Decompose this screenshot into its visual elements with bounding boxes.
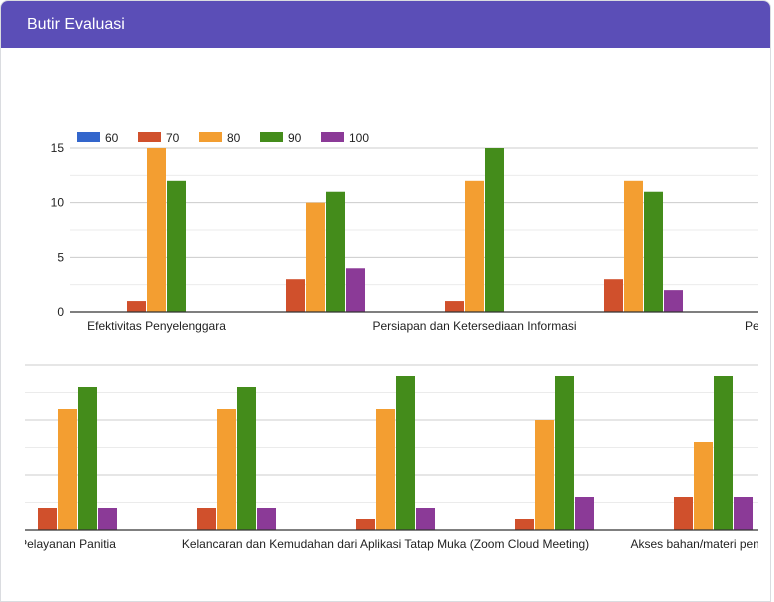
bar-100	[98, 508, 117, 530]
bar-90	[326, 191, 345, 312]
legend-swatch	[199, 132, 222, 142]
bar-80	[624, 180, 643, 312]
legend-label: 80	[227, 131, 241, 145]
bar-100	[664, 290, 683, 312]
bar-100	[257, 508, 276, 530]
bar-80	[376, 409, 395, 530]
bar-100	[575, 497, 594, 530]
bar-100	[416, 508, 435, 530]
bar-90	[167, 180, 186, 312]
legend-swatch	[260, 132, 283, 142]
category-label: Kelancaran dan Kemudahan dari Aplikasi T…	[182, 537, 589, 551]
bar-90	[237, 387, 256, 530]
legend-swatch	[77, 132, 100, 142]
bar-80	[465, 180, 484, 312]
y-tick-label: 0	[57, 305, 64, 319]
chart-1: 0 5 10 15	[51, 141, 758, 319]
bar-70	[197, 508, 216, 530]
bar-100	[734, 497, 753, 530]
bar-90	[396, 376, 415, 530]
bar-70	[515, 519, 534, 530]
category-label: Pelayanan Panitia	[19, 537, 116, 551]
category-label: Pe	[745, 319, 760, 333]
bar-80	[147, 148, 166, 312]
y-tick-label: 5	[57, 250, 64, 264]
legend-label: 60	[105, 131, 119, 145]
bar-80	[58, 409, 77, 530]
bar-70	[445, 301, 464, 312]
card-title: Butir Evaluasi	[27, 16, 125, 33]
legend-label: 70	[166, 131, 180, 145]
category-label: Akses bahan/materi pembe	[630, 537, 774, 551]
bar-70	[604, 279, 623, 312]
bar-70	[127, 301, 146, 312]
card-header: Butir Evaluasi	[1, 1, 770, 48]
bar-90	[555, 376, 574, 530]
category-label: Persiapan dan Ketersediaan Informasi	[372, 319, 576, 333]
bar-90	[485, 148, 504, 312]
bar-70	[286, 279, 305, 312]
bar-70	[674, 497, 693, 530]
bar-100	[346, 268, 365, 312]
category-label: Efektivitas Penyelenggara	[87, 319, 226, 333]
bar-80	[306, 202, 325, 312]
bar-90	[78, 387, 97, 530]
chart-2	[25, 364, 758, 531]
legend: 60 70 80 90 100	[77, 131, 369, 145]
bar-70	[38, 508, 57, 530]
y-tick-label: 10	[51, 196, 65, 210]
charts-canvas: 0 5 10 15 Efektivitas Penyelenggara Persiapan…	[19, 131, 774, 551]
bar-80	[217, 409, 236, 530]
legend-label: 90	[288, 131, 302, 145]
bar-90	[714, 376, 733, 530]
legend-swatch	[321, 132, 344, 142]
bar-70	[356, 519, 375, 530]
bar-80	[535, 420, 554, 530]
bar-90	[644, 191, 663, 312]
y-tick-label: 15	[51, 141, 65, 155]
legend-label: 100	[349, 131, 369, 145]
legend-swatch	[138, 132, 161, 142]
bar-80	[694, 442, 713, 530]
